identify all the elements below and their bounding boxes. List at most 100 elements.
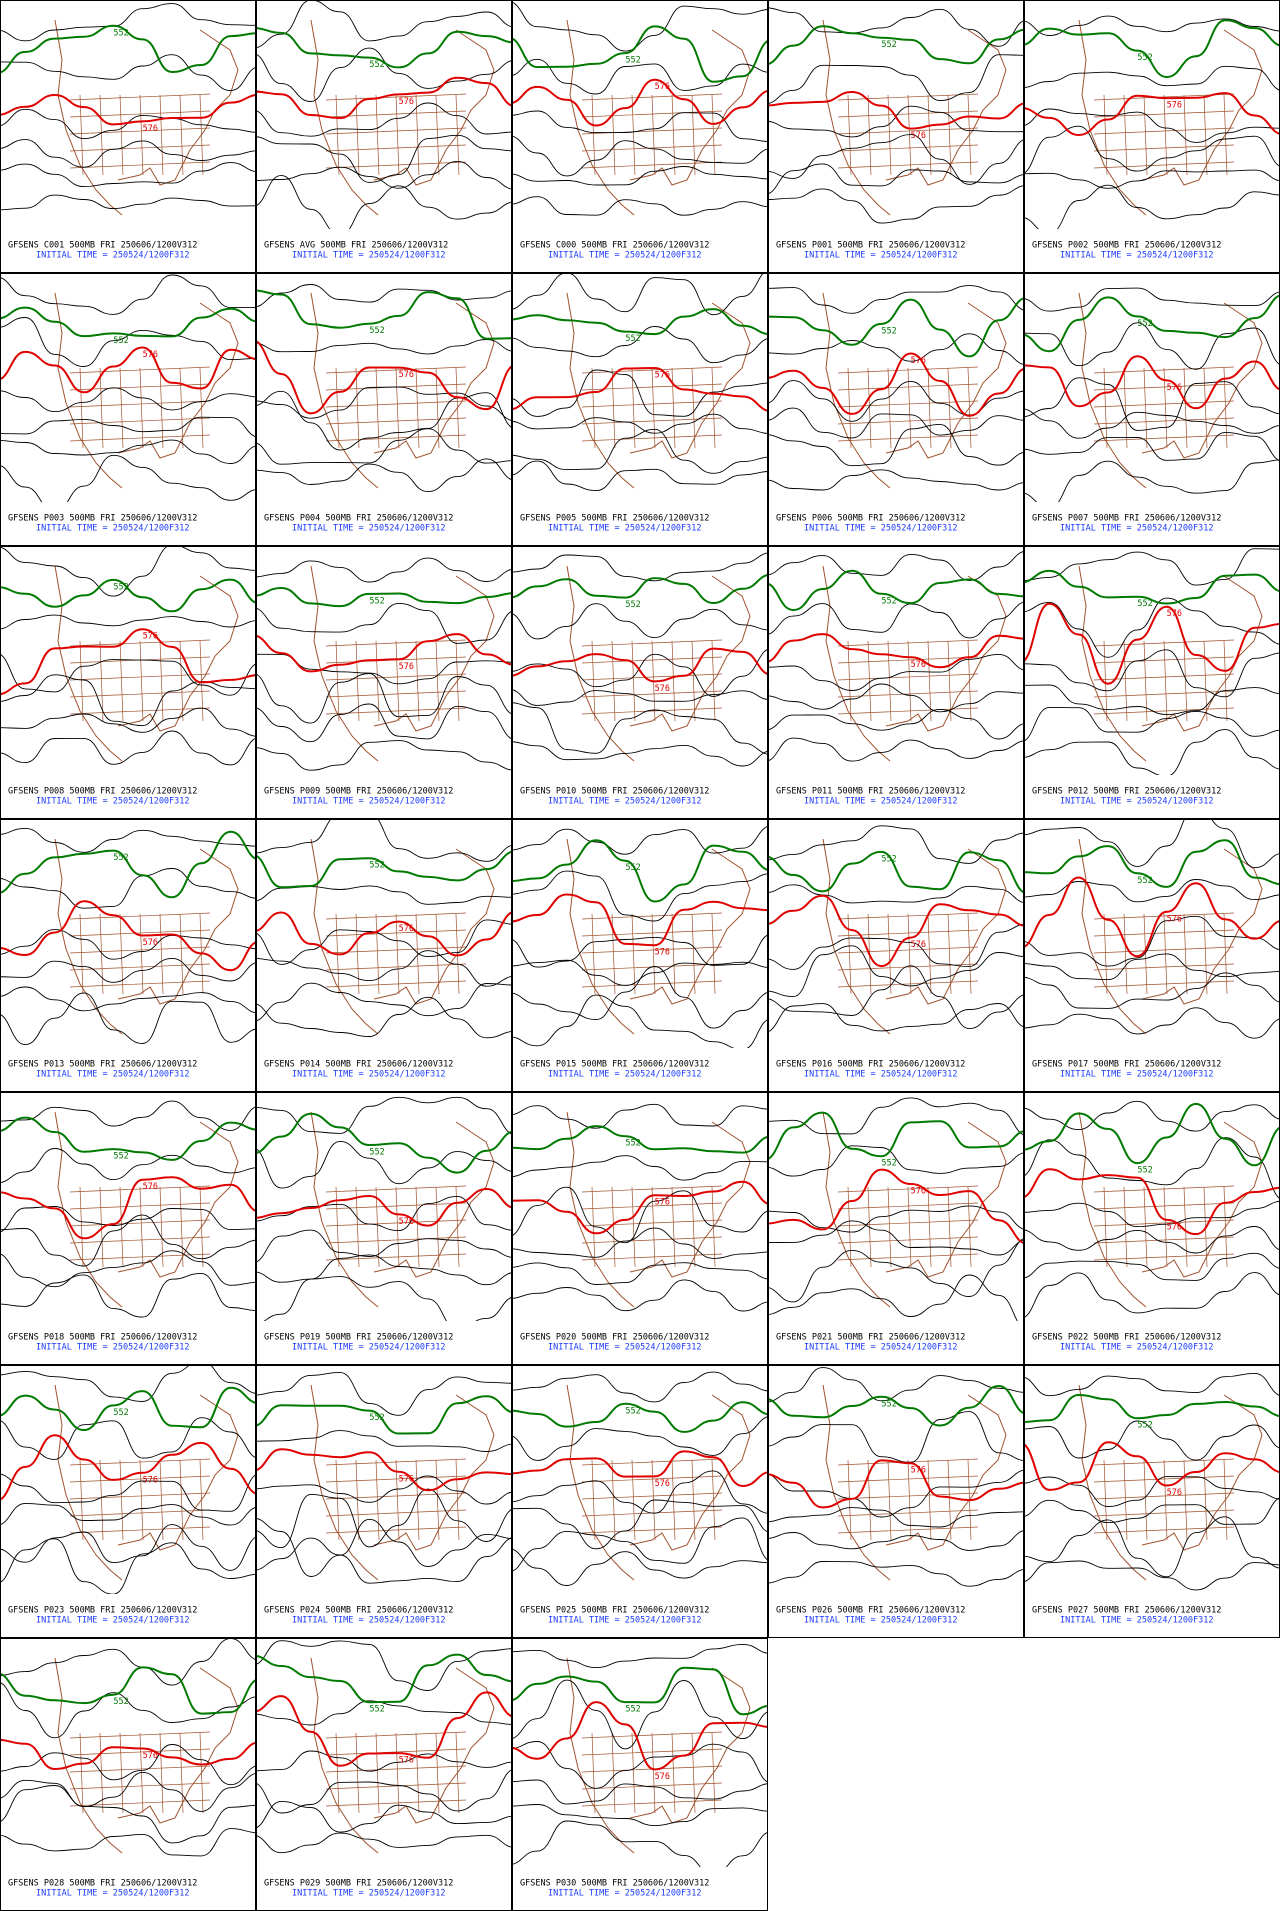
contour-552 (1, 24, 255, 74)
initial-time: INITIAL TIME = 250524/1200F312 (548, 1343, 702, 1353)
initial-time: INITIAL TIME = 250524/1200F312 (292, 1889, 446, 1899)
map-panel: 552 576 GFSENS P004 500MB FRI 250606/1200V… (256, 273, 512, 546)
map-area: 552 576 (1, 274, 255, 502)
height-contour (257, 339, 511, 355)
map-area: 552 576 (1, 1100, 255, 1318)
contour-label: 552 (1137, 599, 1152, 609)
contour-label: 552 (369, 596, 384, 606)
contour-label: 552 (1137, 876, 1152, 886)
contour-576 (769, 90, 1023, 130)
coastline (1078, 1384, 1263, 1581)
map-panel: 552 576 GFSENS C001 500MB FRI 250606/1200V… (0, 0, 256, 273)
height-contour (1, 3, 255, 42)
contour-552 (1, 578, 255, 613)
height-contour (1, 654, 255, 696)
height-contour (1, 1785, 255, 1844)
contour-552 (513, 1401, 767, 1433)
contour-552 (1025, 294, 1279, 353)
panel-label: GFSENS P002 500MB FRI 250606/1200V312 (1032, 241, 1221, 251)
height-contour (1, 162, 255, 188)
panel-border (512, 1365, 768, 1638)
height-contour (1, 547, 255, 597)
height-contour (769, 285, 1023, 314)
height-contour (513, 1804, 767, 1827)
height-contour (513, 428, 767, 474)
height-contour (513, 1279, 767, 1312)
contour-label: 552 (1137, 1421, 1152, 1431)
initial-time: INITIAL TIME = 250524/1200F312 (548, 251, 702, 261)
initial-time: INITIAL TIME = 250524/1200F312 (548, 1070, 702, 1080)
panel-border (0, 1092, 256, 1365)
height-contour (257, 134, 511, 183)
panel-label: GFSENS P015 500MB FRI 250606/1200V312 (520, 1060, 709, 1070)
panel-label: GFSENS P004 500MB FRI 250606/1200V312 (264, 514, 453, 524)
contour-552 (257, 850, 511, 889)
height-contour (257, 919, 511, 965)
panel-border (512, 546, 768, 819)
contour-label: 552 (881, 1159, 896, 1169)
contour-label: 552 (113, 1697, 128, 1707)
contour-label: 552 (625, 863, 640, 873)
map-area: 552 576 (1025, 548, 1279, 775)
contour-576 (513, 1180, 767, 1235)
contour-label: 576 (399, 662, 414, 672)
panel-label: GFSENS P024 500MB FRI 250606/1200V312 (264, 1606, 453, 1616)
state-lines (837, 93, 979, 176)
panel-label: GFSENS P025 500MB FRI 250606/1200V312 (520, 1606, 709, 1616)
height-contour (513, 1779, 767, 1805)
height-contour (513, 689, 767, 706)
panel-label: GFSENS C001 500MB FRI 250606/1200V312 (8, 241, 197, 251)
coastline (54, 1111, 239, 1308)
height-contour (769, 965, 1023, 1030)
height-contour (513, 1371, 767, 1403)
height-contour (1, 1272, 255, 1318)
height-contour (1025, 459, 1279, 502)
map-panel: 552 576 GFSENS P012 500MB FRI 250606/1200V… (1024, 546, 1280, 819)
height-contour (769, 601, 1023, 639)
height-contour (769, 1003, 1023, 1032)
contour-label: 576 (655, 684, 670, 694)
panel-label: GFSENS P018 500MB FRI 250606/1200V312 (8, 1333, 197, 1343)
contour-576 (257, 76, 511, 120)
height-contour (513, 741, 767, 767)
height-contour (1025, 1100, 1279, 1132)
map-area: 552 576 (257, 1371, 511, 1584)
initial-time: INITIAL TIME = 250524/1200F312 (804, 1070, 958, 1080)
coastline (54, 838, 239, 1035)
contour-label: 552 (1137, 319, 1152, 329)
contour-576 (257, 340, 511, 415)
height-contour (257, 673, 511, 724)
map-panel: 552 576 GFSENS P025 500MB FRI 250606/1200V… (512, 1365, 768, 1638)
panel-label: GFSENS P003 500MB FRI 250606/1200V312 (8, 514, 197, 524)
initial-time: INITIAL TIME = 250524/1200F312 (292, 524, 446, 534)
state-lines (69, 93, 211, 176)
height-contour (513, 166, 767, 186)
state-lines (325, 1731, 467, 1814)
height-contour (1025, 1476, 1279, 1507)
contour-label: 552 (625, 56, 640, 66)
height-contour (257, 950, 511, 987)
height-contour (769, 825, 1023, 864)
contour-label: 576 (143, 1751, 158, 1761)
contour-576 (769, 352, 1023, 417)
map-area: 552 576 (513, 1103, 767, 1312)
height-contour (257, 1750, 511, 1772)
panel-border (1024, 273, 1280, 546)
contour-552 (1, 1386, 255, 1432)
contour-label: 576 (655, 1479, 670, 1489)
height-contour (513, 1470, 767, 1514)
height-contour (257, 703, 511, 743)
state-lines (1093, 1458, 1235, 1541)
initial-time: INITIAL TIME = 250524/1200F312 (1060, 251, 1214, 261)
coastline (822, 292, 1007, 489)
contour-576 (769, 894, 1023, 968)
contour-label: 576 (1167, 914, 1182, 924)
initial-time: INITIAL TIME = 250524/1200F312 (1060, 1616, 1214, 1626)
contour-label: 576 (399, 1756, 414, 1766)
initial-time: INITIAL TIME = 250524/1200F312 (1060, 524, 1214, 534)
height-contour (1, 274, 255, 315)
height-contour (513, 1155, 767, 1181)
height-contour (769, 923, 1023, 970)
initial-time: INITIAL TIME = 250524/1200F312 (292, 1070, 446, 1080)
map-area: 552 576 (257, 284, 511, 493)
